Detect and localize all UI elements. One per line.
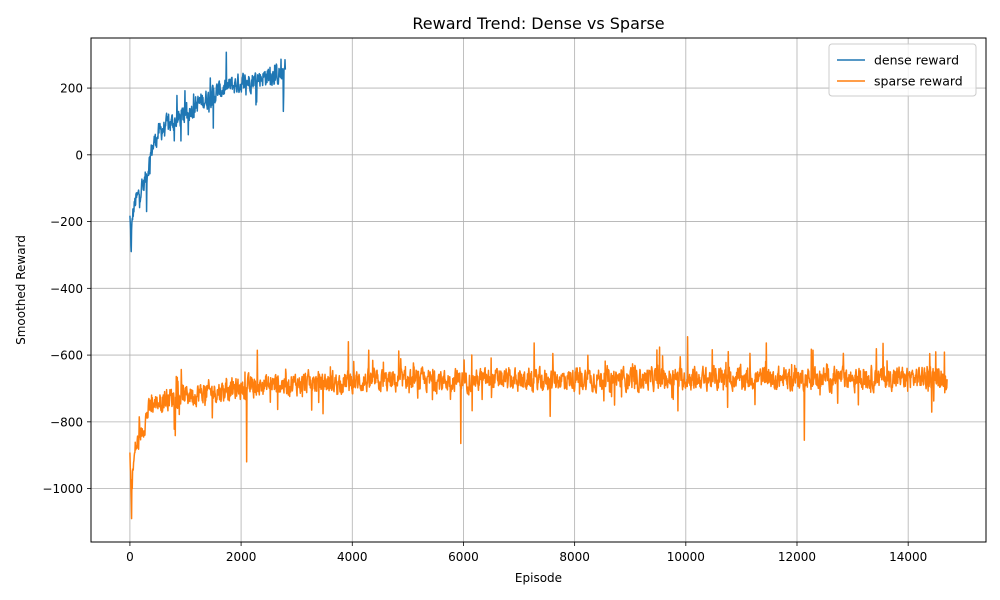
ticks: 0 2000 4000 6000 8000 10000 12000 14000−1000−80… — [42, 82, 927, 564]
plot-frame — [90, 37, 987, 543]
y-tick-label: 0 — [75, 148, 83, 162]
x-tick-label: 6000 — [448, 550, 479, 564]
x-tick-label: 12000 — [778, 550, 816, 564]
x-tick-label: 8000 — [559, 550, 590, 564]
x-tick-label: 10000 — [667, 550, 705, 564]
legend: dense reward sparse reward — [828, 43, 977, 97]
y-tick-label: −200 — [50, 215, 83, 229]
y-tick-label: −1000 — [42, 482, 83, 496]
x-tick-label: 2000 — [226, 550, 257, 564]
chart-title: Reward Trend: Dense vs Sparse — [412, 14, 664, 33]
y-tick-label: −800 — [50, 415, 83, 429]
legend-box — [828, 43, 977, 97]
grid — [91, 38, 986, 542]
series-layer — [129, 51, 948, 520]
series-line-1 — [129, 335, 948, 520]
legend-label: sparse reward — [874, 74, 963, 89]
x-tick-label: 0 — [126, 550, 134, 564]
series-line-0 — [129, 51, 287, 253]
y-tick-label: 200 — [60, 82, 83, 96]
x-axis-title: Episode — [515, 571, 562, 585]
legend-label: dense reward — [874, 53, 959, 68]
x-tick-label: 14000 — [889, 550, 927, 564]
y-tick-label: −400 — [50, 282, 83, 296]
y-axis-title: Smoothed Reward — [14, 235, 28, 345]
y-tick-label: −600 — [50, 349, 83, 363]
x-tick-label: 4000 — [337, 550, 368, 564]
